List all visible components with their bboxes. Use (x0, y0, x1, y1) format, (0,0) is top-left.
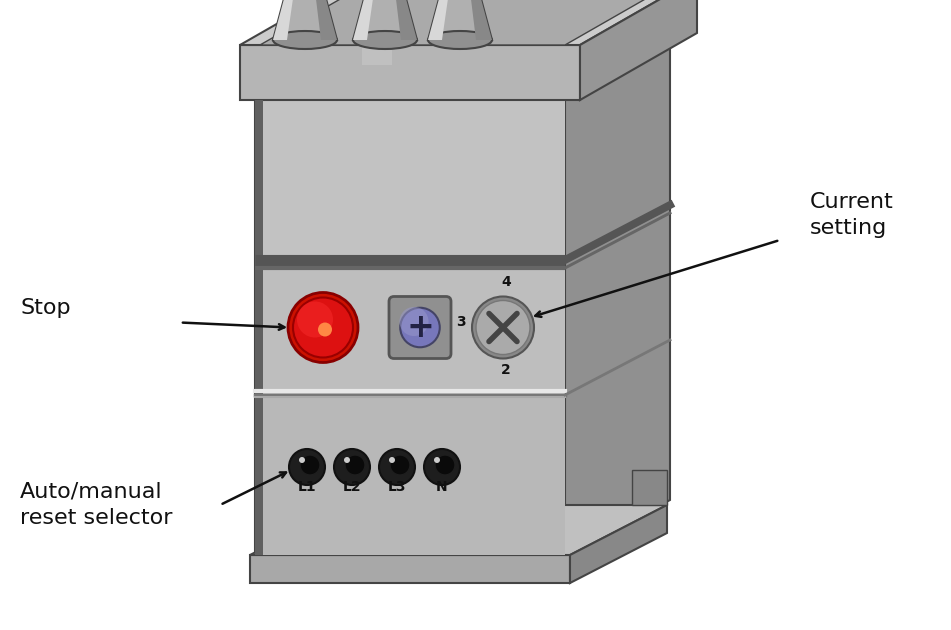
Polygon shape (273, 0, 300, 40)
Circle shape (389, 457, 395, 463)
Polygon shape (273, 0, 337, 40)
Polygon shape (240, 0, 697, 45)
Circle shape (344, 457, 350, 463)
Circle shape (288, 292, 358, 362)
Text: Stop: Stop (20, 297, 70, 318)
Polygon shape (428, 0, 455, 40)
Circle shape (390, 455, 410, 475)
Ellipse shape (428, 31, 492, 49)
Circle shape (379, 449, 415, 485)
Polygon shape (255, 100, 263, 555)
Text: L1: L1 (298, 480, 317, 494)
Text: Current
setting: Current setting (810, 192, 894, 238)
Text: Auto/manual
reset selector: Auto/manual reset selector (20, 482, 172, 528)
Polygon shape (310, 0, 337, 40)
Polygon shape (250, 555, 570, 583)
Text: L2: L2 (342, 480, 361, 494)
Text: 4: 4 (501, 275, 511, 289)
Circle shape (435, 455, 455, 475)
Polygon shape (390, 0, 417, 40)
Circle shape (472, 297, 534, 358)
Polygon shape (250, 505, 667, 555)
Circle shape (476, 301, 530, 355)
Circle shape (434, 457, 440, 463)
Polygon shape (260, 0, 647, 45)
Polygon shape (255, 45, 670, 100)
Circle shape (334, 449, 370, 485)
Polygon shape (255, 100, 565, 555)
Circle shape (318, 323, 332, 336)
Polygon shape (255, 260, 565, 395)
Polygon shape (353, 0, 380, 40)
Polygon shape (570, 505, 667, 583)
Circle shape (299, 457, 305, 463)
Circle shape (399, 307, 429, 336)
Circle shape (424, 449, 460, 485)
Circle shape (289, 449, 325, 485)
FancyBboxPatch shape (389, 297, 451, 358)
Text: N: N (437, 480, 448, 494)
Polygon shape (565, 45, 670, 555)
Text: L3: L3 (388, 480, 406, 494)
Circle shape (297, 302, 333, 338)
Polygon shape (240, 45, 580, 100)
Polygon shape (255, 100, 565, 260)
Polygon shape (255, 395, 565, 555)
Circle shape (345, 455, 365, 475)
Text: 2: 2 (501, 362, 511, 377)
Text: +: + (406, 311, 434, 344)
Polygon shape (632, 470, 667, 505)
Ellipse shape (273, 31, 337, 49)
Polygon shape (465, 0, 492, 40)
Circle shape (300, 455, 320, 475)
Polygon shape (362, 45, 393, 65)
Circle shape (293, 297, 353, 357)
Polygon shape (353, 0, 417, 40)
Polygon shape (580, 0, 697, 100)
Text: 3: 3 (456, 314, 466, 328)
Polygon shape (428, 0, 492, 40)
Ellipse shape (353, 31, 417, 49)
Circle shape (400, 307, 439, 347)
